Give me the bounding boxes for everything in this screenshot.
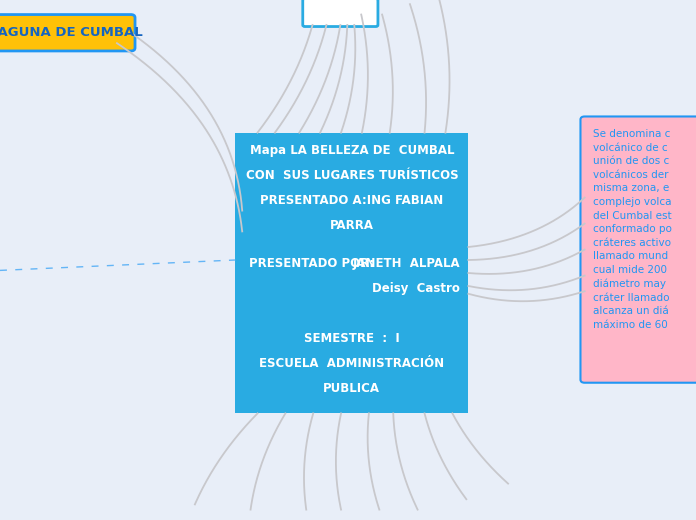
Text: SEMESTRE  :  I: SEMESTRE : I bbox=[304, 332, 400, 345]
Text: JANETH  ALPALA: JANETH ALPALA bbox=[352, 257, 460, 270]
FancyBboxPatch shape bbox=[235, 133, 468, 413]
Text: LAGUNA DE CUMBAL: LAGUNA DE CUMBAL bbox=[0, 26, 142, 39]
Text: Deisy  Castro: Deisy Castro bbox=[372, 282, 460, 295]
Text: CON  SUS LUGARES TURÍSTICOS: CON SUS LUGARES TURÍSTICOS bbox=[246, 169, 458, 182]
FancyBboxPatch shape bbox=[0, 15, 135, 51]
Text: PARRA: PARRA bbox=[330, 219, 374, 232]
Text: Mapa LA BELLEZA DE  CUMBAL: Mapa LA BELLEZA DE CUMBAL bbox=[250, 144, 454, 157]
FancyBboxPatch shape bbox=[580, 116, 696, 383]
Text: ESCUELA  ADMINISTRACIÓN: ESCUELA ADMINISTRACIÓN bbox=[260, 357, 444, 370]
Text: PUBLICA: PUBLICA bbox=[324, 382, 380, 395]
Text: PRESENTADO POR:: PRESENTADO POR: bbox=[249, 257, 374, 270]
Text: Se denomina c
volcánico de c
unión de dos c
volcánicos der
misma zona, e
complej: Se denomina c volcánico de c unión de do… bbox=[593, 129, 672, 330]
Text: PRESENTADO A:ING FABIAN: PRESENTADO A:ING FABIAN bbox=[260, 194, 443, 207]
FancyBboxPatch shape bbox=[303, 0, 378, 27]
